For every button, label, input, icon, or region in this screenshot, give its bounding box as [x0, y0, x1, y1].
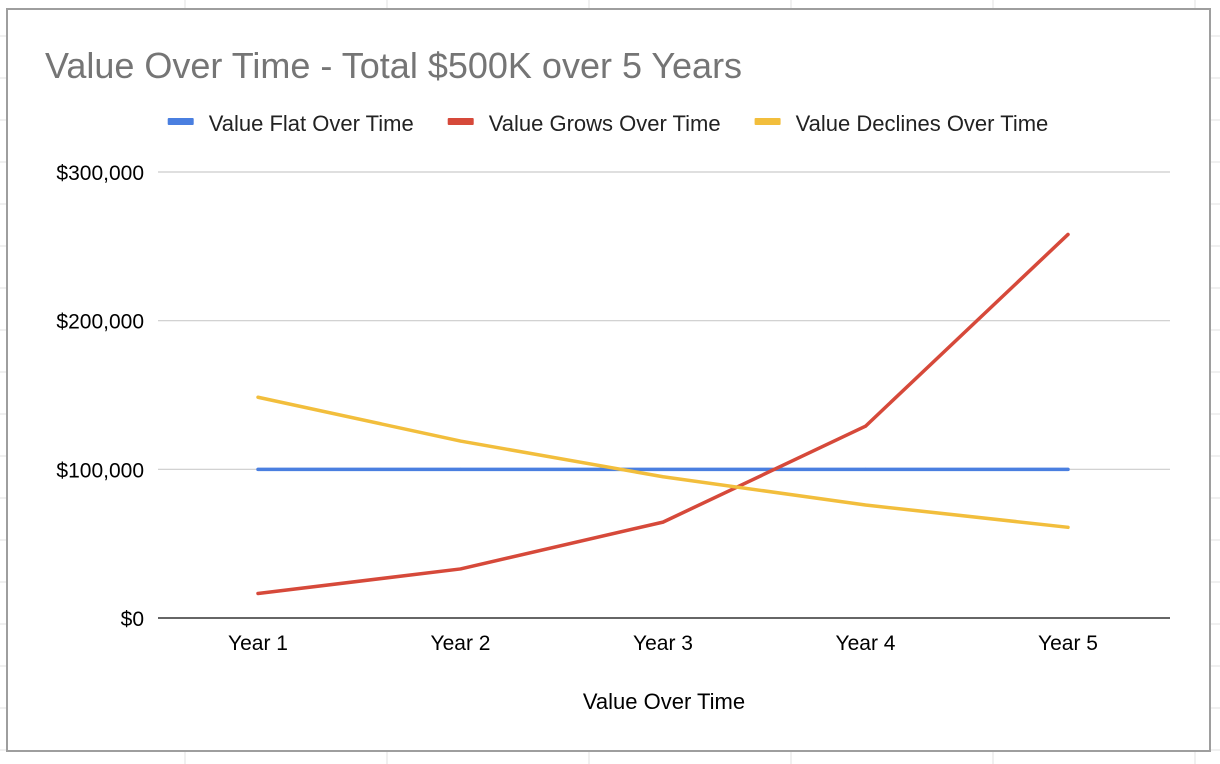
x-tick-label: Year 3: [633, 632, 693, 655]
legend-swatch: [447, 118, 474, 125]
chart-frame: [6, 8, 1211, 752]
data-point[interactable]: [864, 467, 867, 471]
legend-label: Value Declines Over Time: [796, 111, 1049, 136]
chart-legend[interactable]: Value Flat Over Time Value Grows Over Tim…: [167, 111, 1049, 136]
x-axis-title: Value Over Time: [583, 689, 745, 714]
x-tick-label: Year 2: [431, 632, 491, 655]
data-point[interactable]: [1066, 467, 1070, 471]
y-tick-label: $100,000: [56, 459, 144, 482]
legend-swatch: [754, 118, 781, 125]
legend-item[interactable]: Value Flat Over Time: [167, 111, 414, 136]
x-tick-label: Year 5: [1038, 632, 1098, 655]
data-point[interactable]: [661, 520, 665, 524]
data-point[interactable]: [1066, 232, 1070, 236]
data-point[interactable]: [459, 467, 462, 471]
data-point[interactable]: [661, 475, 665, 479]
data-point[interactable]: [256, 467, 260, 471]
series-value-flat-over-time[interactable]: [256, 467, 1070, 472]
data-point[interactable]: [459, 567, 462, 571]
data-point[interactable]: [864, 424, 867, 428]
y-tick-label: $0: [121, 608, 144, 631]
legend-label: Value Flat Over Time: [209, 111, 414, 136]
series-lines[interactable]: [256, 232, 1070, 596]
data-point[interactable]: [864, 503, 867, 507]
legend-label: Value Grows Over Time: [489, 111, 721, 136]
chart-title: Value Over Time - Total $500K over 5 Yea…: [45, 45, 742, 86]
data-point[interactable]: [256, 591, 260, 595]
legend-item[interactable]: Value Declines Over Time: [754, 111, 1049, 136]
series-value-declines-over-time[interactable]: [256, 395, 1070, 530]
x-axis-ticks: Year 1 Year 2 Year 3 Year 4 Year 5: [228, 632, 1098, 655]
x-tick-label: Year 4: [836, 632, 896, 655]
series-value-grows-over-time[interactable]: [256, 232, 1070, 596]
data-point[interactable]: [459, 439, 462, 443]
data-point[interactable]: [1066, 525, 1070, 529]
y-axis-ticks: $0 $100,000 $200,000 $300,000: [56, 162, 144, 631]
y-tick-label: $200,000: [56, 311, 144, 334]
data-point[interactable]: [661, 467, 665, 471]
y-tick-label: $300,000: [56, 162, 144, 185]
legend-item[interactable]: Value Grows Over Time: [447, 111, 721, 136]
x-tick-label: Year 1: [228, 632, 288, 655]
data-point[interactable]: [256, 395, 260, 399]
legend-swatch: [167, 118, 194, 125]
